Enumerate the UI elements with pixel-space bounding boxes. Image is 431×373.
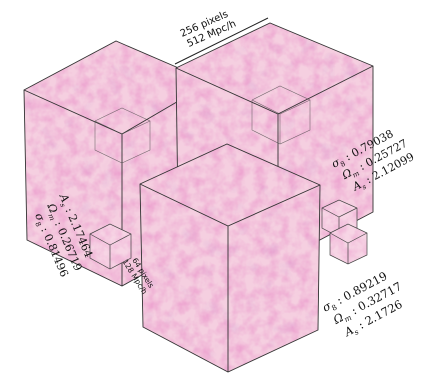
sub-cube-outline <box>94 107 151 164</box>
small-cube-right-lower <box>329 223 368 265</box>
front-large-cube <box>139 143 321 373</box>
sub-cube-outline <box>251 85 311 145</box>
small-cube-left <box>89 223 132 270</box>
front-cube-params: σ8 : 0.89219 Ωm : 0.32717 As : 2.1726 <box>320 269 405 340</box>
